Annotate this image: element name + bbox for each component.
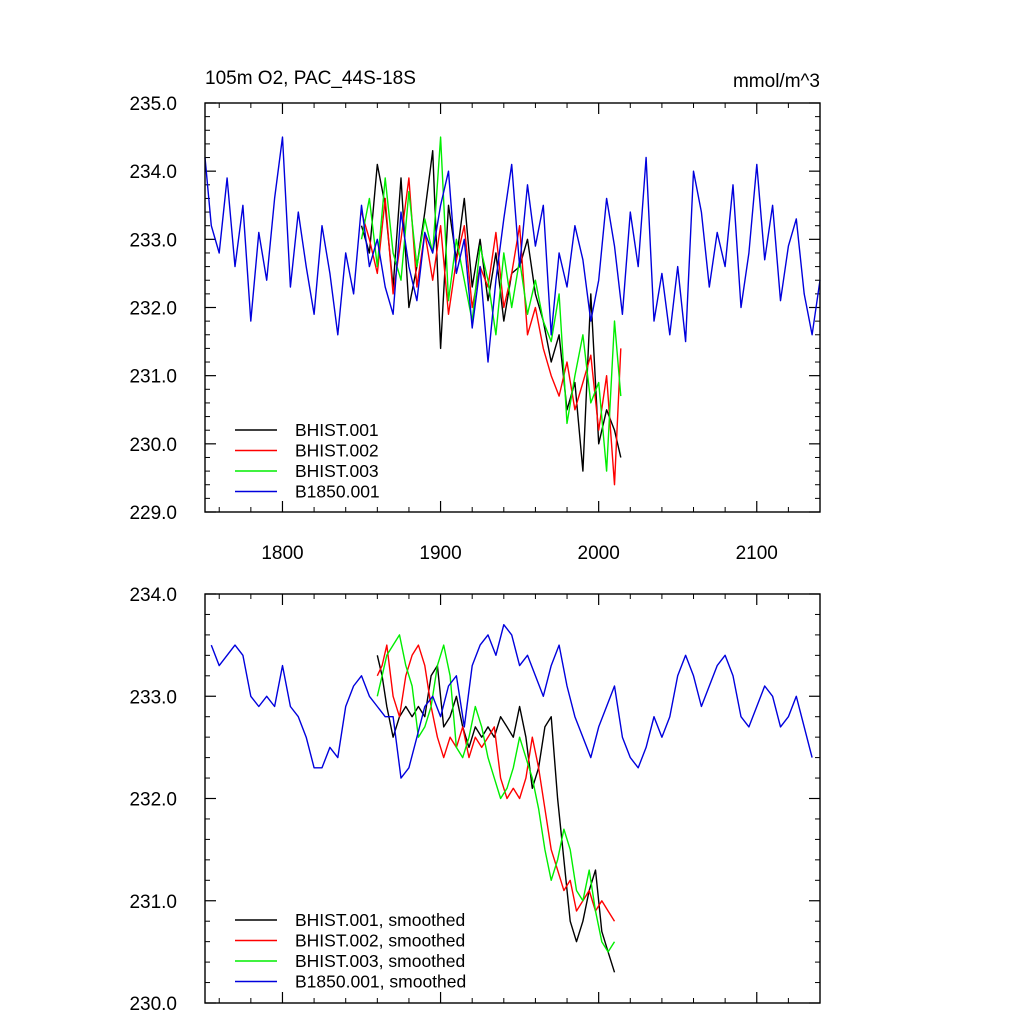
chart-title-left: 105m O2, PAC_44S-18S (205, 68, 416, 89)
y-tick-label: 231.0 (129, 892, 177, 913)
y-tick-label: 234.0 (129, 585, 177, 606)
top-panel: 1800 1900 2000 2100 229.0 230.0 231.0 232.0 233.… (129, 94, 821, 564)
legend-label: B1850.001 (295, 482, 380, 502)
legend-label: B1850.001, smoothed (295, 972, 466, 992)
y-tick-label: 231.0 (129, 367, 177, 388)
x-tick-label: 1800 (261, 543, 303, 564)
y-tick-label: 232.0 (129, 790, 177, 811)
legend-label: BHIST.001 (295, 420, 379, 440)
series-line-b1850-001 (204, 136, 821, 363)
series-line-bhist-001 (376, 655, 616, 973)
series-line-bhist-002 (376, 644, 616, 922)
y-tick-label: 235.0 (129, 94, 177, 115)
series-line-b1850-001 (210, 624, 813, 779)
y-tick-label: 230.0 (129, 435, 177, 456)
y-tick-label: 233.0 (129, 230, 177, 251)
chart-title-right: mmol/m^3 (733, 71, 820, 92)
plot-frame (204, 102, 821, 513)
y-tick-label: 232.0 (129, 299, 177, 320)
y-tick-label: 234.0 (129, 162, 177, 183)
y-tick-label: 230.0 (129, 994, 177, 1015)
series-line-bhist-002 (360, 177, 622, 486)
x-tick-label: 2000 (578, 543, 620, 564)
x-tick-label: 1900 (419, 543, 461, 564)
legend-label: BHIST.003 (295, 461, 379, 481)
legend-label: BHIST.002 (295, 441, 379, 461)
y-tick-label: 229.0 (129, 503, 177, 524)
legend-label: BHIST.002, smoothed (295, 931, 465, 951)
bottom-panel: 230.0 231.0 232.0 233.0 234.0 BHIST.001, smoo… (129, 585, 821, 1015)
x-tick-label: 2100 (736, 543, 778, 564)
y-tick-label: 233.0 (129, 687, 177, 708)
series-line-bhist-001 (360, 149, 622, 472)
legend-label: BHIST.001, smoothed (295, 910, 465, 930)
legend-label: BHIST.003, smoothed (295, 951, 465, 971)
plot-frame (204, 593, 821, 1004)
series-line-bhist-003 (376, 634, 616, 953)
